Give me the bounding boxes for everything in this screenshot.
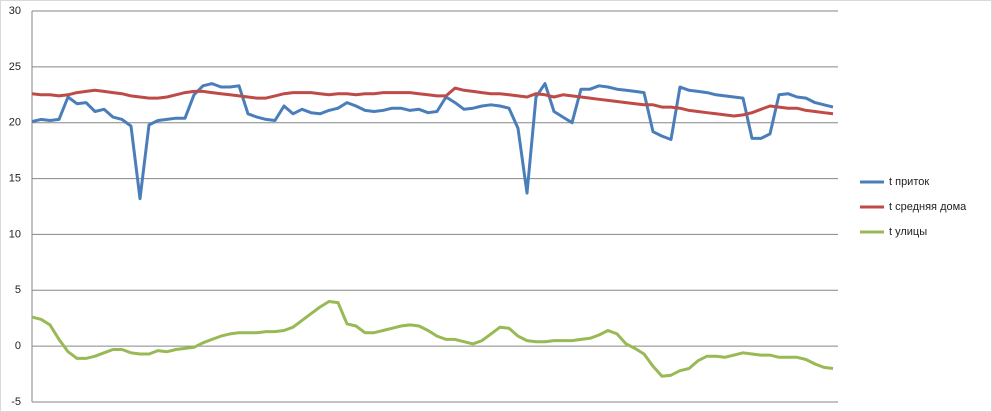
legend-label: t средняя дома [889, 201, 967, 213]
y-tick-label: 15 [9, 172, 21, 184]
y-tick-label: 5 [15, 284, 21, 296]
y-tick-label: -5 [11, 396, 21, 408]
y-tick-label: 20 [9, 117, 21, 129]
y-tick-label: 30 [9, 5, 21, 17]
y-tick-label: 25 [9, 61, 21, 73]
series-line [31, 82, 834, 201]
y-tick-label: 0 [15, 340, 21, 352]
legend-label: t приток [889, 176, 929, 188]
legend-label: t улицы [889, 226, 927, 238]
series-line [31, 86, 834, 118]
series-line [31, 300, 834, 378]
y-tick-label: 10 [9, 228, 21, 240]
